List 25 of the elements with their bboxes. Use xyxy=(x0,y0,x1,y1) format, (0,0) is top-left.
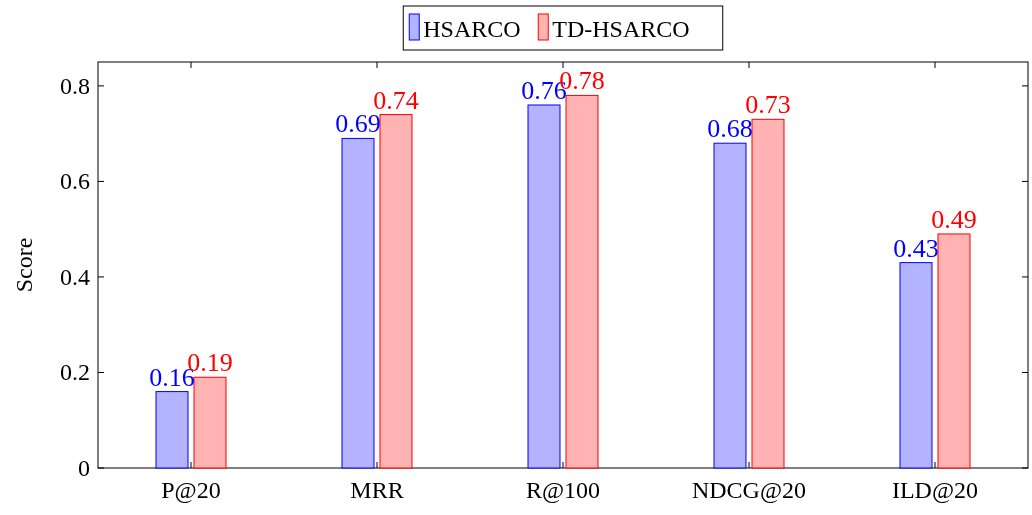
y-tick-label: 0.8 xyxy=(60,72,90,99)
y-tick-label: 0.6 xyxy=(60,168,90,195)
bar xyxy=(937,233,971,469)
bar xyxy=(751,118,785,469)
x-tick-label: MRR xyxy=(350,477,404,503)
x-tick-label: R@100 xyxy=(525,477,601,503)
bar xyxy=(899,262,933,469)
bar xyxy=(527,104,561,469)
bar xyxy=(155,391,189,469)
bar xyxy=(379,114,413,469)
x-tick-label: P@20 xyxy=(161,477,221,503)
bar xyxy=(193,376,227,469)
legend-label: HSARCO xyxy=(423,16,521,42)
bar xyxy=(713,142,747,469)
y-axis-title: Score xyxy=(11,237,37,293)
bar xyxy=(341,137,375,469)
x-tick-label: ILD@20 xyxy=(891,477,979,503)
x-tick-label: NDCG@20 xyxy=(691,477,807,503)
y-tick-label: 0 xyxy=(78,455,90,481)
bar xyxy=(565,94,599,469)
data-label: 0.43 xyxy=(893,233,939,263)
y-tick-label: 0.4 xyxy=(60,263,90,290)
data-label: 0.49 xyxy=(931,204,977,234)
legend-label: TD-HSARCO xyxy=(552,16,690,42)
y-tick-label: 0.2 xyxy=(60,359,90,386)
